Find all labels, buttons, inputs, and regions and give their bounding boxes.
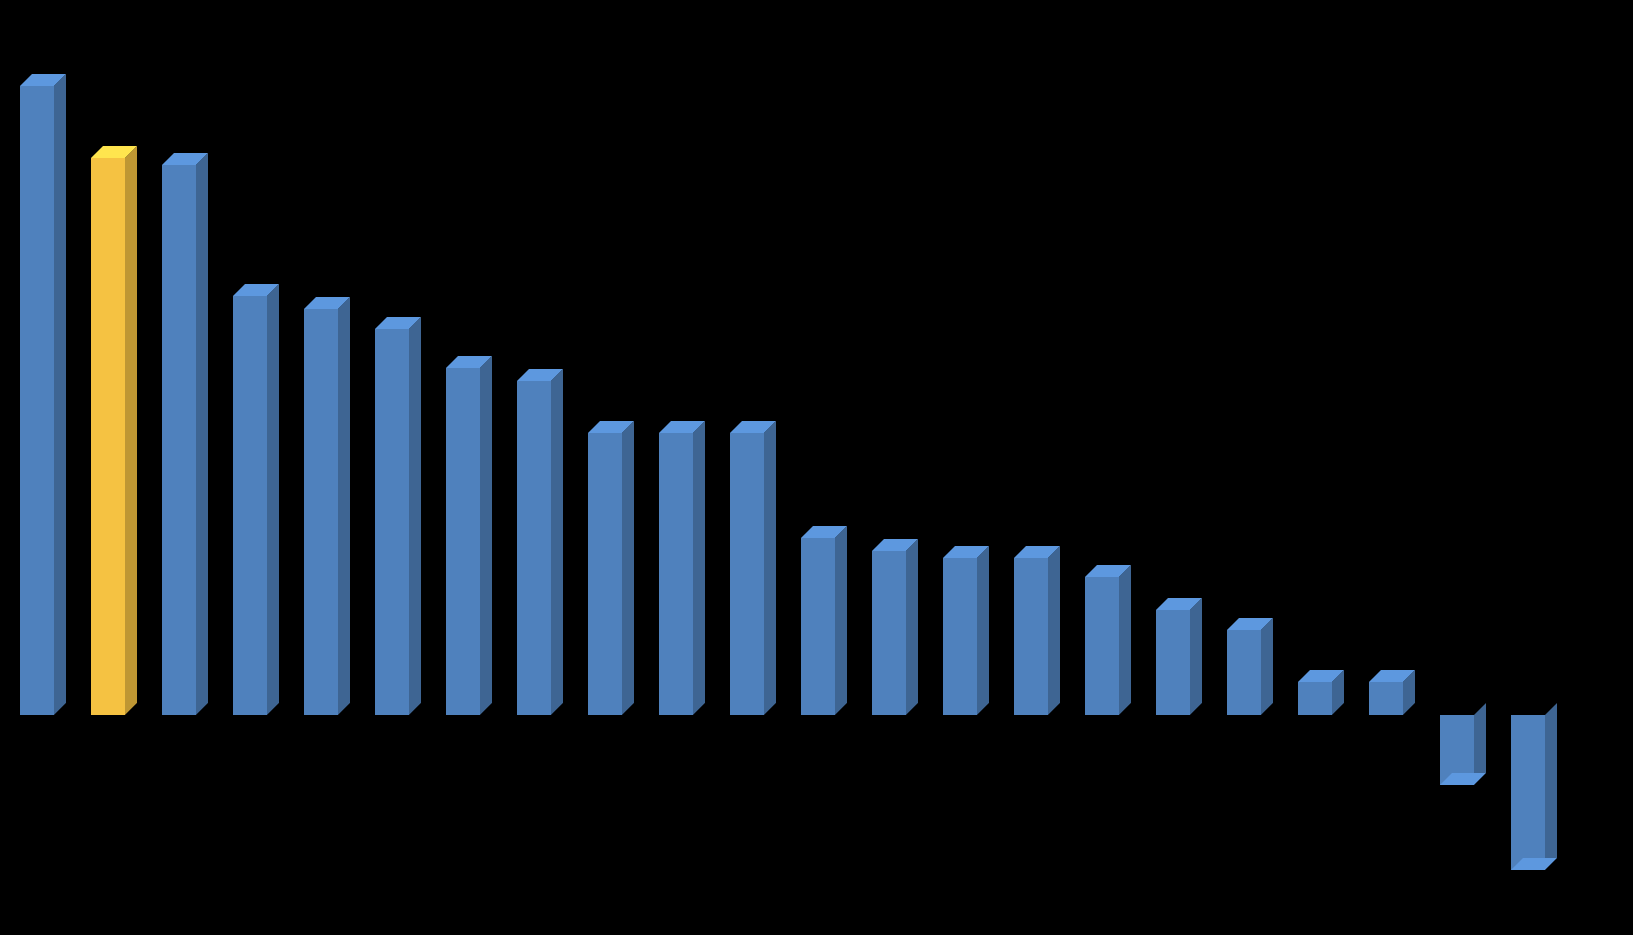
bar: [375, 329, 409, 715]
bar-front: [1227, 630, 1261, 715]
bar: [872, 551, 906, 715]
bar-front: [1156, 610, 1190, 715]
bar-chart-3d: [0, 0, 1633, 935]
bar-front: [517, 381, 551, 715]
bar-front: [1298, 682, 1332, 715]
bar: [162, 165, 196, 715]
bar-side: [338, 297, 350, 715]
bar-front: [1369, 682, 1403, 715]
bar-side: [196, 153, 208, 715]
bar-front: [943, 558, 977, 715]
bar-side: [693, 421, 705, 715]
bar-front: [588, 433, 622, 715]
bar-side: [54, 74, 66, 715]
bar-side: [1545, 703, 1557, 870]
bar-side: [835, 526, 847, 715]
bar-front: [162, 165, 196, 715]
bar-front: [233, 296, 267, 715]
bar: [659, 433, 693, 715]
bar: [1511, 715, 1545, 870]
bar-front: [730, 433, 764, 715]
bar: [91, 158, 125, 715]
bar: [943, 558, 977, 715]
bar: [446, 368, 480, 715]
bar-side: [551, 369, 563, 715]
bar: [801, 538, 835, 715]
bar: [304, 309, 338, 715]
bar-front: [20, 86, 54, 715]
bar: [730, 433, 764, 715]
bar: [1014, 558, 1048, 715]
bar-side: [480, 356, 492, 715]
bar: [517, 381, 551, 715]
bar-side: [1048, 546, 1060, 715]
bar: [1156, 610, 1190, 715]
bar-side: [409, 317, 421, 715]
bar-front: [872, 551, 906, 715]
bar-front: [91, 158, 125, 715]
bar-side: [977, 546, 989, 715]
bar: [588, 433, 622, 715]
bar-side: [1190, 598, 1202, 715]
bar-side: [125, 146, 137, 715]
bar-front: [659, 433, 693, 715]
bar-front: [801, 538, 835, 715]
bar-front: [1085, 577, 1119, 715]
bar-side: [267, 284, 279, 715]
bar-front: [304, 309, 338, 715]
bar-side: [1261, 618, 1273, 715]
bar: [1369, 682, 1403, 715]
bar: [1440, 715, 1474, 785]
bar: [1085, 577, 1119, 715]
bar-front: [1511, 715, 1545, 870]
bar-side: [764, 421, 776, 715]
bar: [20, 86, 54, 715]
bar-side: [622, 421, 634, 715]
bar-front: [375, 329, 409, 715]
bar: [1227, 630, 1261, 715]
bar-front: [1014, 558, 1048, 715]
bar-side: [1119, 565, 1131, 715]
bar-front: [446, 368, 480, 715]
bar: [233, 296, 267, 715]
bar-side: [906, 539, 918, 715]
bar: [1298, 682, 1332, 715]
